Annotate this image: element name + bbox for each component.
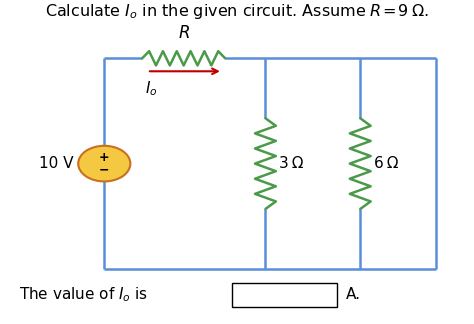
- Text: A.: A.: [346, 287, 361, 302]
- Text: $I_o$: $I_o$: [145, 79, 157, 98]
- Text: −: −: [99, 164, 109, 177]
- Text: 6 Ω: 6 Ω: [374, 156, 398, 171]
- Text: +: +: [99, 151, 109, 164]
- Text: Calculate $I_o$ in the given circuit. Assume $R$ = 9 Ω.: Calculate $I_o$ in the given circuit. As…: [45, 2, 429, 21]
- Circle shape: [78, 146, 130, 181]
- Text: 3 Ω: 3 Ω: [279, 156, 303, 171]
- Text: 10 V: 10 V: [39, 156, 73, 171]
- Text: The value of $I_o$ is: The value of $I_o$ is: [19, 285, 148, 304]
- FancyBboxPatch shape: [232, 283, 337, 307]
- Text: $R$: $R$: [178, 24, 190, 42]
